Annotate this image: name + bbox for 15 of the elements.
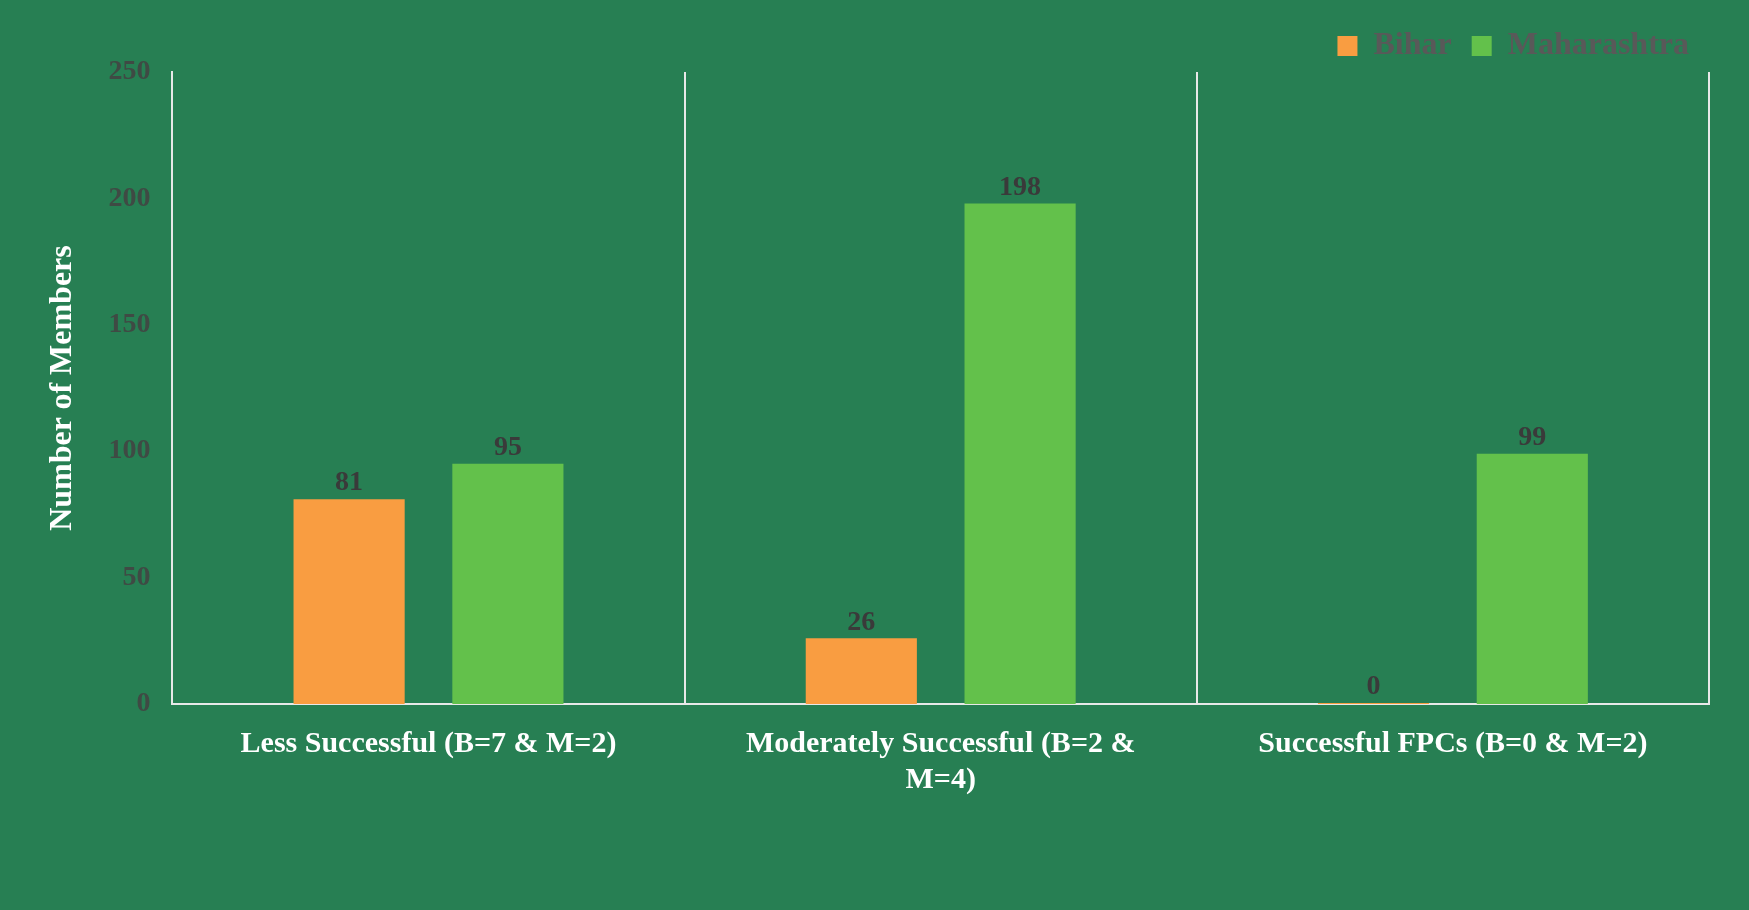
bar xyxy=(1476,453,1588,704)
y-axis-title: Number of Members xyxy=(42,245,79,531)
bar xyxy=(452,463,564,704)
x-tick-label: Less Successful (B=7 & M=2) xyxy=(240,724,617,759)
data-label: 26 xyxy=(847,604,876,636)
data-label: 81 xyxy=(335,465,364,497)
bar xyxy=(964,203,1076,704)
x-tick-label: Moderately Successful (B=2 & M=4) xyxy=(745,724,1136,795)
bar xyxy=(293,499,405,704)
data-label: 0 xyxy=(1366,669,1381,701)
x-tick-label: Successful FPCs (B=0 & M=2) xyxy=(1258,724,1648,759)
data-label: 95 xyxy=(493,430,522,462)
data-label: 99 xyxy=(1518,419,1547,451)
bar xyxy=(805,638,917,704)
data-label: 198 xyxy=(999,169,1042,201)
